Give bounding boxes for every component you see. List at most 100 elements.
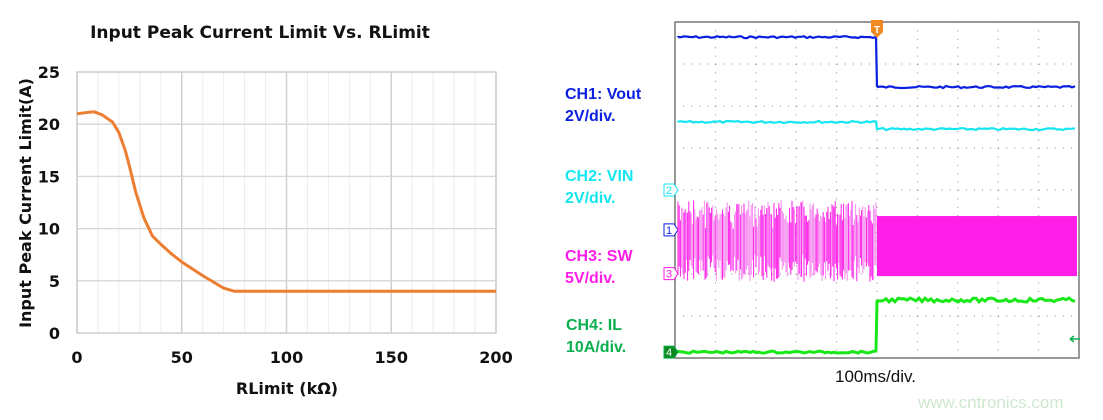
- grid-dot: [957, 63, 959, 65]
- trigger-level-arrow-icon: [1069, 335, 1080, 343]
- grid-dot: [714, 156, 716, 158]
- grid-dot: [795, 206, 797, 208]
- grid-dot: [917, 315, 919, 317]
- grid-dot: [714, 22, 716, 23]
- grid-dot: [723, 315, 725, 317]
- grid-dot: [997, 131, 999, 133]
- grid-dot: [957, 156, 959, 158]
- grid-dot: [755, 173, 757, 175]
- grid-dot: [957, 324, 959, 326]
- grid-dot: [1038, 55, 1040, 57]
- grid-dot: [836, 332, 838, 334]
- grid-dot: [795, 173, 797, 175]
- grid-dot: [876, 299, 878, 301]
- grid-dot: [957, 215, 959, 217]
- grid-dot: [707, 147, 709, 149]
- grid-dot: [1038, 105, 1040, 107]
- ch4-marker-label: 4: [666, 347, 672, 359]
- grid-dot: [933, 315, 935, 317]
- ch2-trace: [676, 119, 1076, 132]
- grid-dot: [812, 189, 814, 191]
- grid-dot: [868, 315, 870, 317]
- grid-dot: [1038, 173, 1040, 175]
- grid-dot: [795, 22, 797, 23]
- grid-dot: [796, 273, 798, 275]
- grid-dot: [941, 189, 943, 191]
- x-axis-label: RLimit (kΩ): [236, 379, 338, 398]
- grid-dot: [876, 290, 878, 292]
- grid-dot: [893, 315, 895, 317]
- grid-dot: [860, 105, 862, 107]
- grid-dot: [836, 189, 838, 191]
- grid-dot: [755, 105, 757, 107]
- grid-dot: [795, 55, 797, 57]
- grid-dot: [714, 299, 716, 301]
- ch2-label: CH2: VIN 2V/div.: [565, 166, 633, 210]
- ch4-label: CH4: IL 10A/div.: [566, 315, 626, 359]
- grid-dot: [714, 131, 716, 133]
- grid-dot: [885, 189, 887, 191]
- grid-dot: [804, 315, 806, 317]
- grid-dot: [917, 189, 919, 191]
- grid-dot: [997, 215, 999, 217]
- grid-dot: [916, 164, 918, 166]
- grid-dot: [1038, 131, 1040, 133]
- grid-dot: [916, 290, 918, 292]
- grid-dot: [714, 206, 716, 208]
- grid-dot: [901, 105, 903, 107]
- grid-dot: [1006, 189, 1008, 191]
- grid-dot: [876, 206, 878, 208]
- ch3-trace-band: [877, 216, 1077, 277]
- grid-dot: [780, 147, 782, 149]
- grid-dot: [916, 282, 918, 284]
- grid-dot: [714, 164, 716, 166]
- y-tick-label: 10: [38, 220, 60, 239]
- grid-dot: [836, 131, 838, 133]
- grid-dot: [828, 273, 830, 275]
- grid-dot: [795, 156, 797, 158]
- ch1-label: CH1: Vout 2V/div.: [565, 84, 641, 128]
- chart-title: Input Peak Current Limit Vs. RLimit: [90, 23, 430, 43]
- grid-dot: [771, 147, 773, 149]
- grid-dot: [731, 105, 733, 107]
- grid-dot: [941, 63, 943, 65]
- grid-dot: [715, 105, 717, 107]
- grid-dot: [916, 114, 918, 116]
- grid-dot: [1054, 315, 1056, 317]
- grid-dot: [933, 105, 935, 107]
- grid-dot: [860, 63, 862, 65]
- grid-dot: [909, 63, 911, 65]
- grid-dot: [1038, 72, 1040, 74]
- grid-dot: [885, 105, 887, 107]
- ch3-name: CH3: SW: [565, 248, 633, 265]
- grid-dot: [755, 324, 757, 326]
- grid-dot: [916, 131, 918, 133]
- grid-dot: [876, 131, 878, 133]
- grid-dot: [990, 147, 992, 149]
- grid-dot: [812, 105, 814, 107]
- grid-dot: [836, 349, 838, 351]
- grid-dot: [893, 63, 895, 65]
- ch4-scale: 10A/div.: [566, 339, 627, 356]
- grid-dot: [836, 105, 838, 107]
- grid-dot: [747, 189, 749, 191]
- grid-dot: [691, 147, 693, 149]
- grid-dot: [957, 80, 959, 82]
- grid-dot: [997, 114, 999, 116]
- grid-dot: [755, 282, 757, 284]
- grid-dot: [707, 273, 709, 275]
- grid-dot: [965, 63, 967, 65]
- grid-dot: [1038, 332, 1040, 334]
- grid-dot: [714, 89, 716, 91]
- grid-dot: [804, 63, 806, 65]
- grid-dot: [916, 307, 918, 309]
- grid-dot: [997, 30, 999, 32]
- grid-dot: [876, 97, 878, 99]
- grid-dot: [990, 189, 992, 191]
- grid-dot: [1070, 105, 1072, 107]
- grid-dot: [771, 105, 773, 107]
- grid-dot: [836, 30, 838, 32]
- grid-dot: [916, 181, 918, 183]
- grid-dot: [973, 105, 975, 107]
- grid-dot: [755, 97, 757, 99]
